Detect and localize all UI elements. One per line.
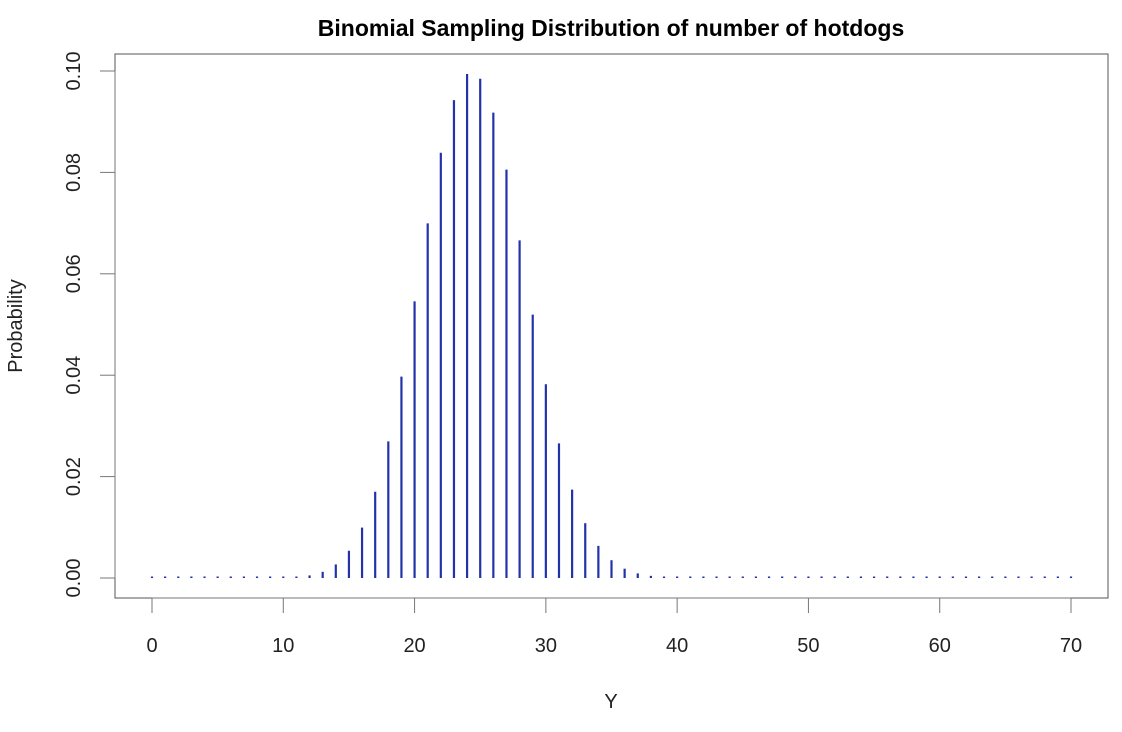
x-tick-label: 20 bbox=[403, 635, 425, 657]
plot-frame bbox=[114, 53, 1109, 599]
y-tick-label: 0.02 bbox=[63, 457, 85, 496]
x-axis-label: Y bbox=[604, 691, 617, 713]
x-tick-label: 50 bbox=[797, 635, 819, 657]
y-axis-label: Probability bbox=[5, 279, 27, 372]
x-tick-label: 40 bbox=[666, 635, 688, 657]
x-tick-label: 10 bbox=[272, 635, 294, 657]
y-tick-label: 0.10 bbox=[63, 52, 85, 91]
y-tick-label: 0.08 bbox=[63, 153, 85, 192]
chart-title: Binomial Sampling Distribution of number… bbox=[318, 15, 904, 41]
x-tick-label: 30 bbox=[535, 635, 557, 657]
y-tick-label: 0.00 bbox=[63, 559, 85, 598]
x-axis: 0 10 20 30 40 50 60 70 bbox=[146, 597, 1082, 657]
x-tick-label: 0 bbox=[146, 635, 157, 657]
y-tick-label: 0.04 bbox=[63, 356, 85, 395]
x-tick-label: 60 bbox=[929, 635, 951, 657]
x-tick-label: 70 bbox=[1060, 635, 1082, 657]
y-tick-label: 0.06 bbox=[63, 254, 85, 293]
bars bbox=[150, 74, 1073, 578]
y-axis: 0.00 0.02 0.04 0.06 0.08 0.10 bbox=[63, 52, 116, 598]
